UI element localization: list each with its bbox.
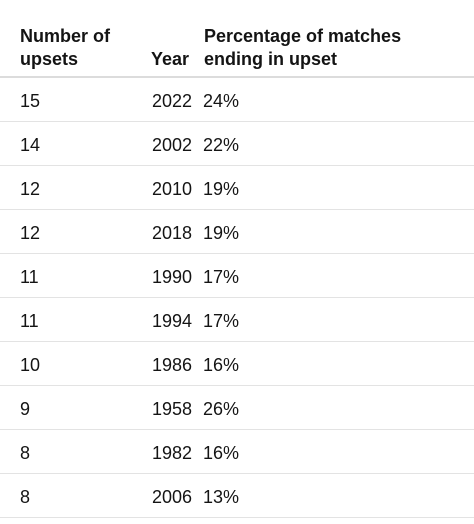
cell-percentage: 16% (203, 355, 240, 375)
table-row: 15 2022 24% (0, 78, 474, 122)
header-upsets-line1: Number of (20, 26, 110, 46)
cell-year: 1986 (151, 355, 192, 375)
table-row: 10 1986 16% (0, 342, 474, 386)
header-upsets-line2: upsets (20, 49, 79, 69)
cell-year: 2018 (151, 223, 192, 243)
cell-percentage: 24% (203, 91, 240, 111)
cell-percentage: 17% (203, 267, 240, 287)
table-row: 9 1958 26% (0, 386, 474, 430)
table-row: 11 1994 17% (0, 298, 474, 342)
cell-number-of-upsets: 14 (20, 135, 41, 155)
table-row: 14 2002 22% (0, 122, 474, 166)
cell-year: 2022 (151, 91, 192, 111)
cell-number-of-upsets: 15 (20, 91, 41, 111)
cell-year: 2002 (151, 135, 192, 155)
cell-year: 1982 (151, 443, 192, 463)
header-percentage: Percentage of matches ending in upset (204, 25, 444, 71)
cell-number-of-upsets: 12 (20, 223, 41, 243)
cell-number-of-upsets: 8 (20, 487, 31, 507)
table-row: 8 1982 16% (0, 430, 474, 474)
table-row: 12 2018 19% (0, 210, 474, 254)
cell-percentage: 26% (203, 399, 240, 419)
cell-percentage: 19% (203, 179, 240, 199)
table-row: 12 2010 19% (0, 166, 474, 210)
table-row: 8 2006 13% (0, 474, 474, 518)
header-pct-line1: Percentage of matches (204, 26, 402, 46)
cell-number-of-upsets: 9 (20, 399, 31, 419)
table-header: Number of upsets Year Percentage of matc… (0, 0, 474, 78)
cell-percentage: 16% (203, 443, 240, 463)
table-body: 15 2022 24% 14 2002 22% 12 2010 19% 12 2018 19% 11 19… (0, 78, 474, 518)
cell-percentage: 22% (203, 135, 240, 155)
cell-year: 2006 (151, 487, 192, 507)
header-year: Year (150, 49, 189, 69)
header-pct-line2: ending in upset (204, 49, 337, 69)
cell-number-of-upsets: 12 (20, 179, 41, 199)
cell-year: 1994 (151, 311, 192, 331)
cell-year: 1958 (151, 399, 192, 419)
cell-number-of-upsets: 8 (20, 443, 31, 463)
cell-percentage: 19% (203, 223, 240, 243)
cell-number-of-upsets: 11 (20, 311, 39, 331)
cell-number-of-upsets: 11 (20, 267, 39, 287)
header-number-of-upsets: Number of upsets (20, 25, 130, 71)
cell-number-of-upsets: 10 (20, 355, 41, 375)
cell-percentage: 17% (203, 311, 240, 331)
table-row: 11 1990 17% (0, 254, 474, 298)
cell-year: 2010 (151, 179, 192, 199)
cell-percentage: 13% (203, 487, 240, 507)
cell-year: 1990 (151, 267, 192, 287)
